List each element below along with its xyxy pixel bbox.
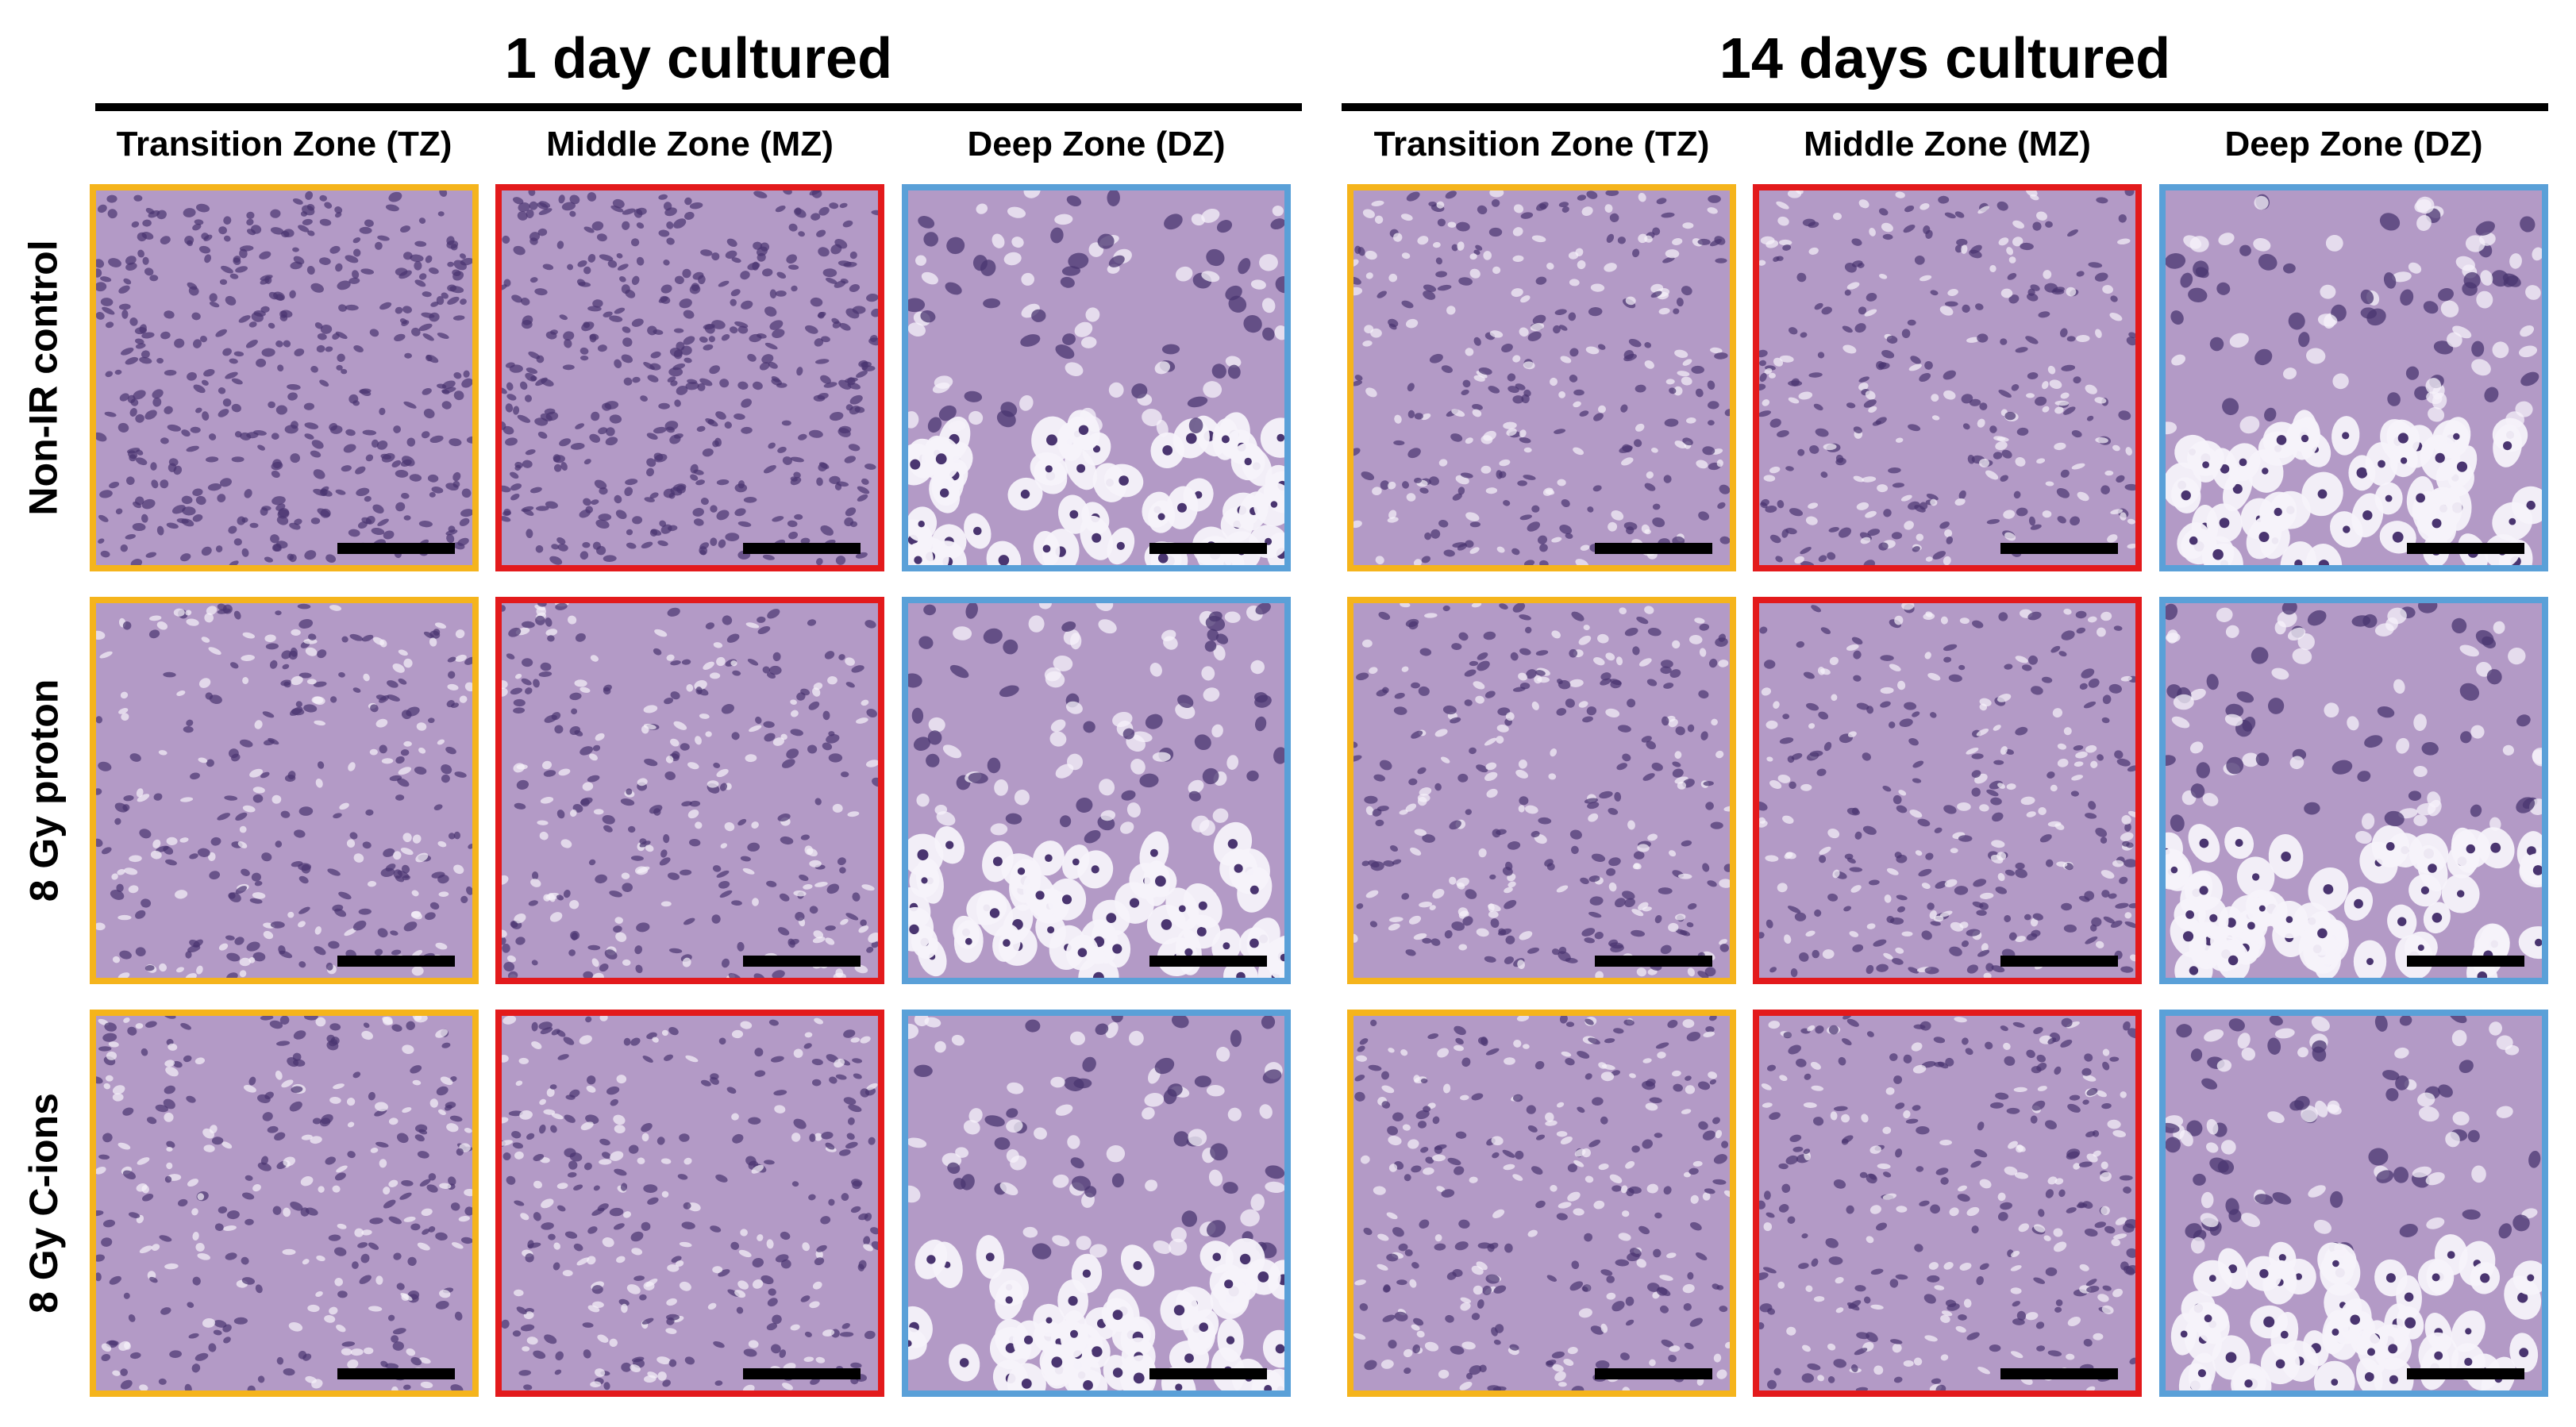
scale-bar	[743, 1368, 861, 1379]
scale-bar	[743, 543, 861, 554]
column-header-dz-1day: Deep Zone (DZ)	[967, 125, 1226, 163]
scale-bar	[2000, 1368, 2118, 1379]
row-label-proton: 8 Gy proton	[21, 679, 67, 902]
column-header-tz-1day: Transition Zone (TZ)	[116, 125, 452, 163]
micrograph-dz-proton-14days	[2159, 597, 2548, 984]
micrograph-dz-cions-1day	[902, 1010, 1291, 1397]
scale-bar	[337, 956, 455, 967]
micrograph-tz-cions-14days	[1347, 1010, 1736, 1397]
micrograph-dz-cions-14days	[2159, 1010, 2548, 1397]
row-header-proton: 8 Gy proton	[0, 597, 87, 984]
scale-bar	[743, 956, 861, 967]
micrograph-dz-proton-1day	[902, 597, 1291, 984]
scale-bar	[2000, 543, 2118, 554]
row-header-cions: 8 Gy C-ions	[0, 1010, 87, 1397]
scale-bar	[1595, 1368, 1712, 1379]
micrograph-tz-proton-14days	[1347, 597, 1736, 984]
group-title-14days: 14 days cultured	[1719, 27, 2171, 90]
micrograph-mz-control-1day	[495, 184, 884, 571]
micrograph-tz-proton-1day	[90, 597, 479, 984]
scale-bar	[337, 1368, 455, 1379]
scale-bar	[1149, 543, 1267, 554]
group-title-1day: 1 day cultured	[504, 27, 893, 90]
scale-bar	[2000, 956, 2118, 967]
micrograph-mz-cions-1day	[495, 1010, 884, 1397]
scale-bar	[2407, 956, 2524, 967]
scale-bar	[337, 543, 455, 554]
micrograph-mz-proton-14days	[1753, 597, 2142, 984]
micrograph-dz-control-14days	[2159, 184, 2548, 571]
column-header-dz-14days: Deep Zone (DZ)	[2224, 125, 2483, 163]
micrograph-mz-proton-1day	[495, 597, 884, 984]
micrograph-dz-control-1day	[902, 184, 1291, 571]
column-header-tz-14days: Transition Zone (TZ)	[1373, 125, 1710, 163]
scale-bar	[2407, 543, 2524, 554]
scale-bar	[1149, 956, 1267, 967]
scale-bar	[1149, 1368, 1267, 1379]
row-header-control: Non-IR control	[0, 184, 87, 571]
micrograph-tz-cions-1day	[90, 1010, 479, 1397]
group-divider-14days	[1342, 103, 2548, 111]
group-divider-1day	[95, 103, 1302, 111]
column-header-mz-1day: Middle Zone (MZ)	[546, 125, 834, 163]
column-header-mz-14days: Middle Zone (MZ)	[1804, 125, 2091, 163]
micrograph-mz-cions-14days	[1753, 1010, 2142, 1397]
row-label-control: Non-IR control	[21, 240, 67, 516]
scale-bar	[1595, 956, 1712, 967]
scale-bar	[2407, 1368, 2524, 1379]
micrograph-tz-control-14days	[1347, 184, 1736, 571]
micrograph-mz-control-14days	[1753, 184, 2142, 571]
micrograph-tz-control-1day	[90, 184, 479, 571]
scale-bar	[1595, 543, 1712, 554]
row-label-cions: 8 Gy C-ions	[21, 1093, 66, 1314]
